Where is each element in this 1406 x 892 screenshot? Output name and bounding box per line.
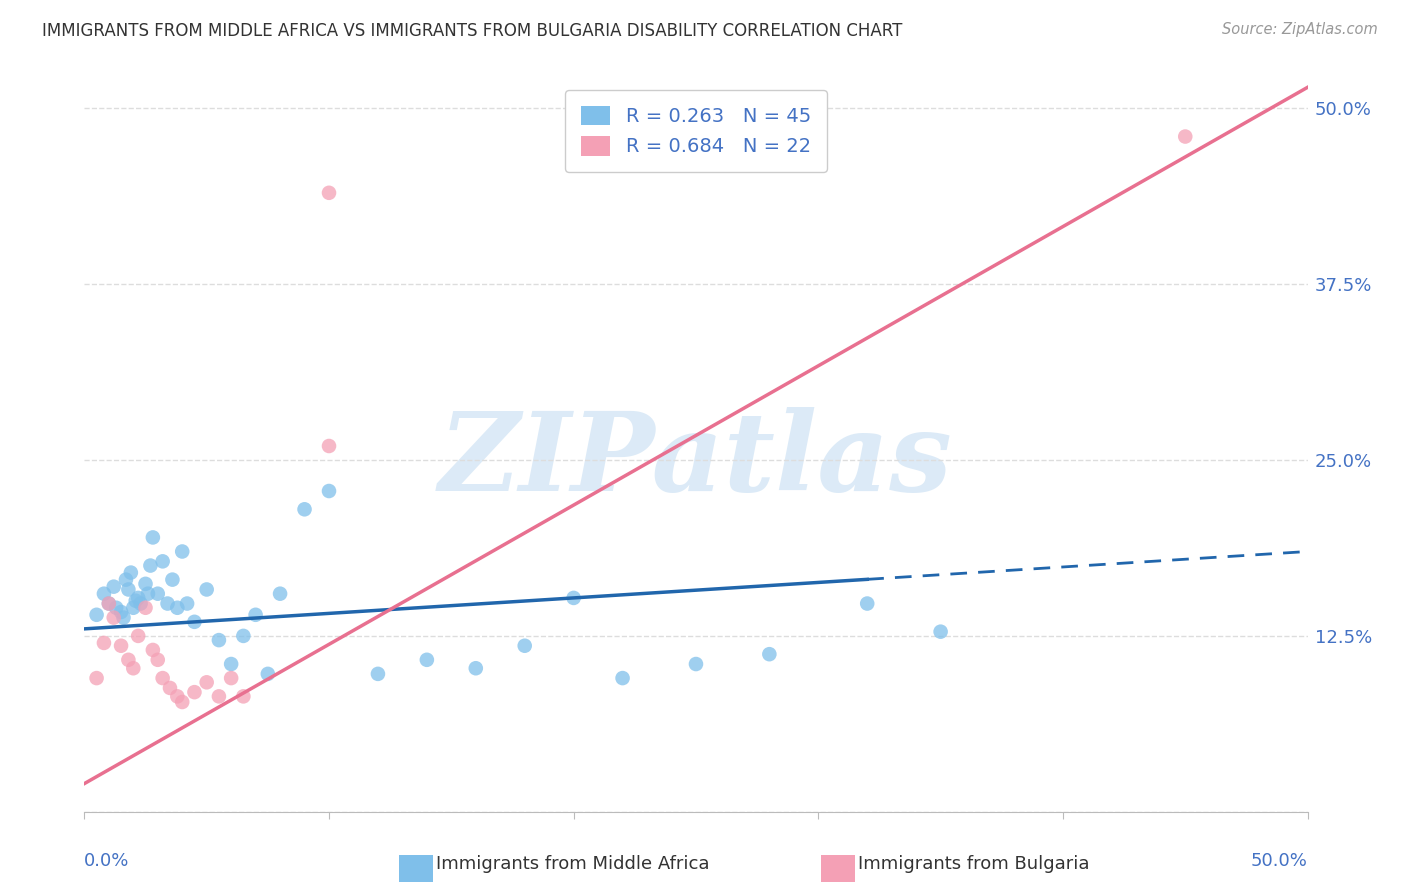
Point xyxy=(856,597,879,611)
Text: ZIPatlas: ZIPatlas xyxy=(439,407,953,515)
Point xyxy=(117,653,139,667)
Point xyxy=(245,607,267,622)
Point xyxy=(1174,129,1197,144)
Point xyxy=(105,600,128,615)
Point xyxy=(612,671,634,685)
Point xyxy=(208,690,231,704)
Point xyxy=(195,582,218,597)
Point xyxy=(183,615,205,629)
Point xyxy=(135,577,157,591)
Point xyxy=(183,685,205,699)
Point xyxy=(115,573,138,587)
Point xyxy=(562,591,585,605)
Point xyxy=(464,661,486,675)
Point xyxy=(135,600,157,615)
Point xyxy=(219,671,242,685)
Point xyxy=(97,597,120,611)
Point xyxy=(195,675,218,690)
Point xyxy=(176,597,198,611)
Point xyxy=(318,439,340,453)
Point xyxy=(685,657,707,671)
Point xyxy=(136,587,159,601)
Point xyxy=(172,695,194,709)
Point xyxy=(122,661,145,675)
Point xyxy=(257,666,280,681)
Point xyxy=(159,681,181,695)
Point xyxy=(172,544,194,558)
Point xyxy=(146,587,169,601)
Point xyxy=(97,597,120,611)
Point xyxy=(367,666,389,681)
Point xyxy=(513,639,536,653)
Point xyxy=(294,502,316,516)
Text: Source: ZipAtlas.com: Source: ZipAtlas.com xyxy=(1222,22,1378,37)
Point xyxy=(142,643,165,657)
Text: 50.0%: 50.0% xyxy=(1251,852,1308,870)
Point xyxy=(122,600,145,615)
Point xyxy=(156,597,179,611)
Point xyxy=(127,591,149,605)
Point xyxy=(86,607,108,622)
Text: IMMIGRANTS FROM MIDDLE AFRICA VS IMMIGRANTS FROM BULGARIA DISABILITY CORRELATION: IMMIGRANTS FROM MIDDLE AFRICA VS IMMIGRA… xyxy=(42,22,903,40)
Point xyxy=(166,690,188,704)
Point xyxy=(318,483,340,498)
Point xyxy=(86,671,108,685)
Point xyxy=(162,573,184,587)
Point xyxy=(269,587,291,601)
Point xyxy=(139,558,162,573)
Text: 0.0%: 0.0% xyxy=(84,852,129,870)
Point xyxy=(232,629,254,643)
Point xyxy=(152,671,174,685)
Text: Immigrants from Bulgaria: Immigrants from Bulgaria xyxy=(858,855,1090,873)
Point xyxy=(142,530,165,544)
Point xyxy=(93,636,115,650)
Point xyxy=(117,582,139,597)
Point xyxy=(929,624,952,639)
Point xyxy=(232,690,254,704)
Point xyxy=(146,653,169,667)
Point xyxy=(219,657,242,671)
Point xyxy=(120,566,142,580)
Point xyxy=(758,647,780,661)
Point xyxy=(416,653,439,667)
Point xyxy=(166,600,188,615)
Point xyxy=(318,186,340,200)
Legend: R = 0.263   N = 45, R = 0.684   N = 22: R = 0.263 N = 45, R = 0.684 N = 22 xyxy=(565,90,827,172)
Point xyxy=(125,593,148,607)
Point xyxy=(103,610,125,624)
Point xyxy=(127,629,149,643)
Point xyxy=(152,554,174,568)
Text: Immigrants from Middle Africa: Immigrants from Middle Africa xyxy=(436,855,710,873)
Point xyxy=(110,639,132,653)
Point xyxy=(93,587,115,601)
Point xyxy=(112,610,135,624)
Point xyxy=(110,605,132,619)
Point xyxy=(129,597,152,611)
Point xyxy=(103,580,125,594)
Point xyxy=(208,633,231,648)
